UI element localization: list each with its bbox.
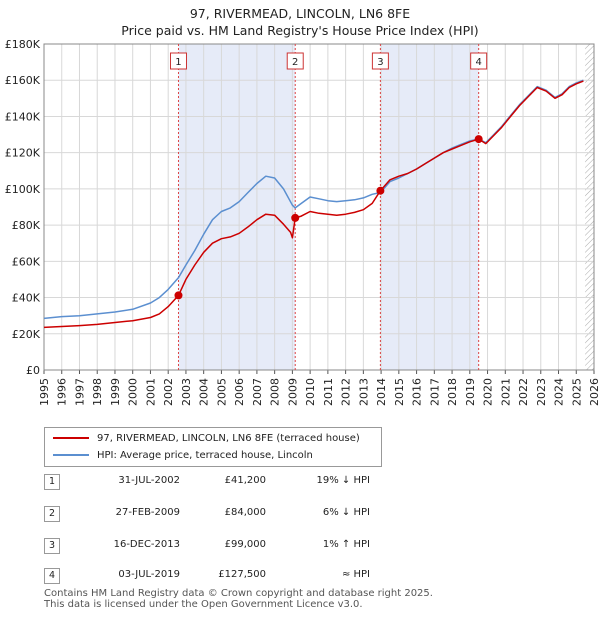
transaction-price: £127,500 xyxy=(218,569,266,580)
table-row: 4 03-JUL-2019 £127,500 ≈ HPI xyxy=(44,567,564,585)
sale-point xyxy=(376,186,385,195)
x-tick-label: 2011 xyxy=(322,378,335,406)
x-tick-label: 2002 xyxy=(162,378,175,406)
x-tick-label: 2024 xyxy=(553,378,566,406)
transaction-number-badge: 4 xyxy=(44,568,60,584)
transaction-hpi-diff: 6% ↓ HPI xyxy=(322,507,370,518)
y-tick-label: £180K xyxy=(5,38,41,51)
sale-point xyxy=(291,213,300,222)
legend-label-price-paid: 97, RIVERMEAD, LINCOLN, LN6 8FE (terrace… xyxy=(97,433,360,444)
transaction-label-box xyxy=(286,52,304,70)
y-tick-label: £140K xyxy=(5,110,41,123)
table-row: 2 27-FEB-2009 £84,000 6% ↓ HPI xyxy=(44,505,564,523)
transaction-label-number: 2 xyxy=(292,57,298,68)
transaction-number-badge: 2 xyxy=(44,506,60,522)
transaction-number-badge: 3 xyxy=(44,538,60,554)
x-tick-label: 2004 xyxy=(198,378,211,406)
x-tick-label: 2023 xyxy=(535,378,548,406)
legend: 97, RIVERMEAD, LINCOLN, LN6 8FE (terrace… xyxy=(44,427,382,467)
transaction-price: £84,000 xyxy=(224,507,266,518)
transaction-price: £99,000 xyxy=(224,539,266,550)
x-tick-label: 2020 xyxy=(482,378,495,406)
footer-line-1: Contains HM Land Registry data © Crown c… xyxy=(44,588,433,599)
x-tick-label: 1998 xyxy=(91,378,104,406)
x-tick-label: 2006 xyxy=(233,378,246,406)
legend-swatch-hpi xyxy=(53,454,89,456)
x-tick-label: 2013 xyxy=(357,378,370,406)
price-chart: 1 2 3 4 £0 £20K £40K £60K £80K £100K £120K £140K £1… xyxy=(5,38,600,406)
x-tick-label: 2015 xyxy=(393,378,406,406)
footer-line-2: This data is licensed under the Open Gov… xyxy=(44,599,363,610)
y-tick-label: £40K xyxy=(12,292,41,305)
y-tick-label: £80K xyxy=(12,219,41,232)
x-tick-label: 2014 xyxy=(375,378,388,406)
plot-background xyxy=(44,44,594,370)
chart-subtitle: Price paid vs. HM Land Registry's House … xyxy=(121,23,479,38)
x-tick-label: 2021 xyxy=(499,378,512,406)
ownership-shading xyxy=(380,44,479,370)
x-tick-label: 2016 xyxy=(411,378,424,406)
legend-swatch-price-paid xyxy=(53,437,89,439)
x-tick-label: 2003 xyxy=(180,378,193,406)
x-tick-label: 1995 xyxy=(38,378,51,406)
transaction-price: £41,200 xyxy=(224,475,266,486)
x-tick-label: 2019 xyxy=(464,378,477,406)
table-row: 1 31-JUL-2002 £41,200 19% ↓ HPI xyxy=(44,473,564,491)
plot-frame xyxy=(43,43,595,371)
transaction-hpi-diff: 19% ↓ HPI xyxy=(316,475,370,486)
footer-attribution: Contains HM Land Registry data © Crown c… xyxy=(44,588,433,610)
y-tick-label: £160K xyxy=(5,74,41,87)
table-row: 3 16-DEC-2013 £99,000 1% ↑ HPI xyxy=(44,537,564,555)
transaction-label-number: 3 xyxy=(377,57,383,68)
x-tick-label: 1996 xyxy=(56,378,69,406)
transaction-date: 27-FEB-2009 xyxy=(115,507,180,518)
x-tick-label: 2000 xyxy=(127,378,140,406)
x-tick-label: 2005 xyxy=(215,378,228,406)
legend-item-hpi: HPI: Average price, terraced house, Linc… xyxy=(53,448,313,464)
y-tick-label: £0 xyxy=(26,364,40,377)
x-tick-label: 2025 xyxy=(570,378,583,406)
price-paid-line xyxy=(43,80,584,329)
forecast-hatch xyxy=(585,44,594,370)
transaction-label-box xyxy=(470,52,488,70)
x-tick-label: 1999 xyxy=(109,378,122,406)
transaction-hpi-diff: 1% ↑ HPI xyxy=(322,539,370,550)
legend-item-price-paid: 97, RIVERMEAD, LINCOLN, LN6 8FE (terrace… xyxy=(53,431,360,447)
x-tick-label: 2010 xyxy=(304,378,317,406)
x-tick-label: 2001 xyxy=(144,378,157,406)
transaction-label-box xyxy=(169,52,187,70)
transaction-date: 31-JUL-2002 xyxy=(118,475,180,486)
x-tick-label: 2017 xyxy=(428,378,441,406)
x-tick-label: 2009 xyxy=(286,378,299,406)
transaction-label-number: 1 xyxy=(175,57,181,68)
x-tick-label: 2012 xyxy=(340,378,353,406)
transaction-date: 16-DEC-2013 xyxy=(113,539,180,550)
transaction-number-badge: 1 xyxy=(44,474,60,490)
sale-point xyxy=(174,291,183,300)
x-tick-label: 2022 xyxy=(517,378,530,406)
sale-point xyxy=(474,135,483,144)
transaction-date: 03-JUL-2019 xyxy=(118,569,180,580)
y-tick-label: £20K xyxy=(12,328,41,341)
chart-title: 97, RIVERMEAD, LINCOLN, LN6 8FE xyxy=(189,6,411,21)
y-tick-label: £100K xyxy=(5,183,41,196)
y-tick-label: £60K xyxy=(12,255,41,268)
legend-label-hpi: HPI: Average price, terraced house, Linc… xyxy=(97,450,313,461)
transaction-label-box xyxy=(371,52,389,70)
y-tick-label: £120K xyxy=(5,147,41,160)
transaction-label-number: 4 xyxy=(475,57,481,68)
x-tick-label: 2026 xyxy=(588,378,600,406)
x-tick-label: 1997 xyxy=(73,378,86,406)
x-tick-label: 2018 xyxy=(446,378,459,406)
x-tick-label: 2007 xyxy=(251,378,264,406)
ownership-shading xyxy=(178,44,296,370)
x-tick-label: 2008 xyxy=(269,378,282,406)
transaction-hpi-diff: ≈ HPI xyxy=(341,569,370,580)
